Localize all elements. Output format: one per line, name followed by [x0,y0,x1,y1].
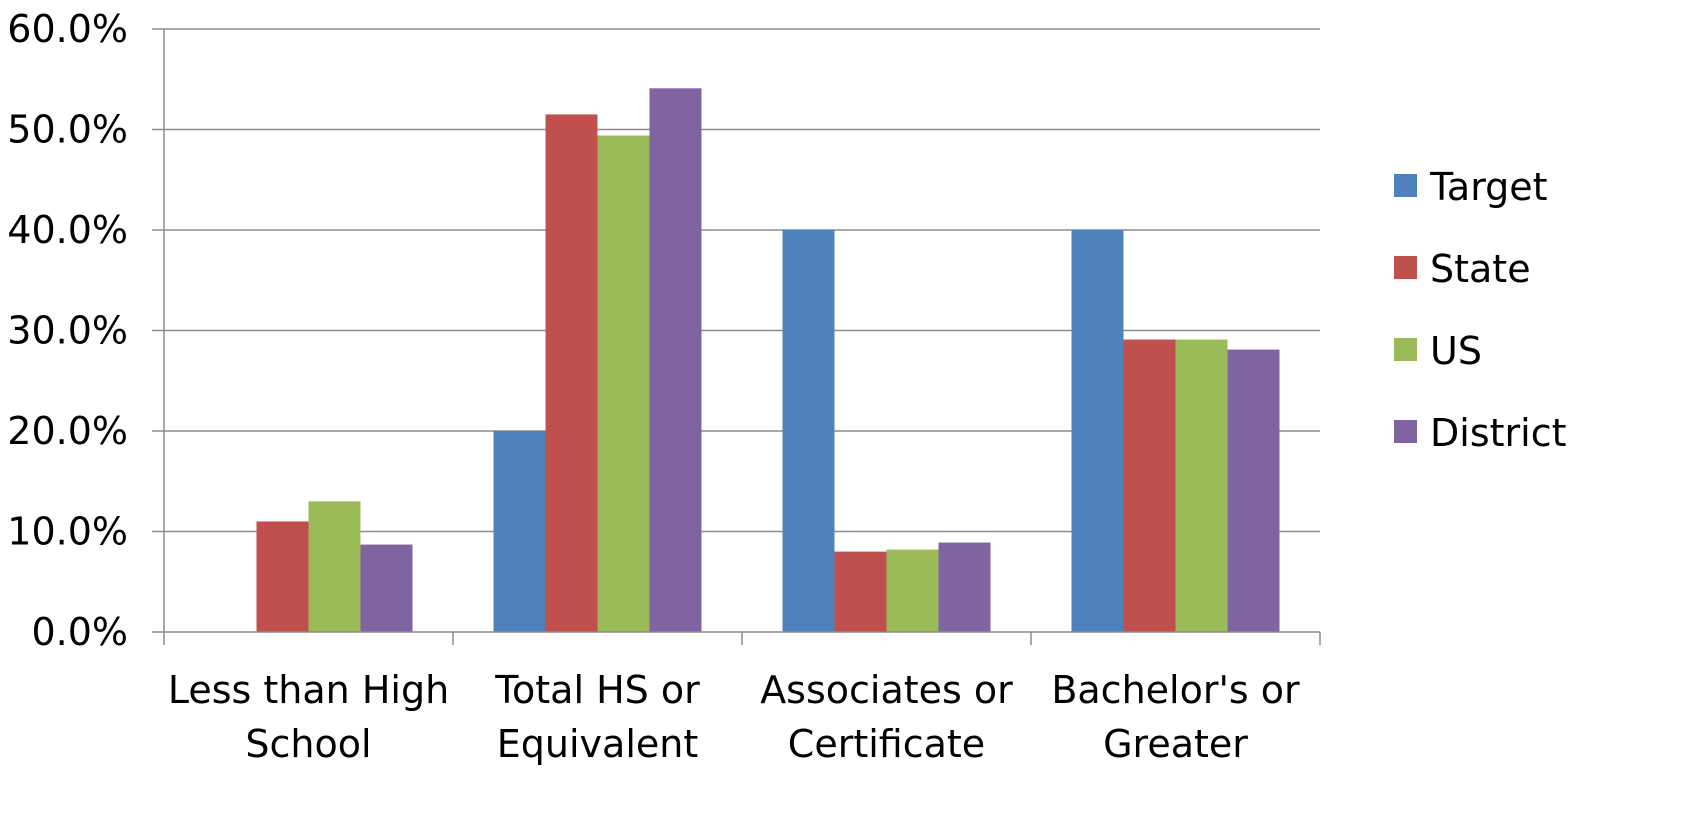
bar-state [1123,339,1176,632]
bar-target [1071,230,1124,632]
bar-district [1227,349,1280,632]
y-tick-label: 10.0% [7,510,128,554]
bar-district [938,542,991,632]
legend-swatch-us [1394,338,1417,361]
x-category-label: Equivalent [497,722,698,766]
x-category-label: Associates or [760,668,1013,712]
x-category-label: Less than High [168,668,449,712]
legend-label-target: Target [1429,165,1548,209]
legend-label-district: District [1430,411,1567,455]
bar-us [597,135,650,632]
legend-label-state: State [1430,247,1531,291]
y-tick-label: 20.0% [7,409,128,453]
bar-district [360,544,413,632]
bar-state [256,521,309,632]
x-category-label: School [245,722,371,766]
legend-swatch-target [1394,174,1417,197]
x-category-label: Certificate [788,722,985,766]
bar-state [545,114,598,633]
legend-swatch-district [1394,420,1417,443]
x-category-label: Greater [1103,722,1248,766]
bar-us [308,501,361,632]
bar-us [1175,339,1228,632]
legend-label-us: US [1430,329,1482,373]
bar-district [649,88,702,633]
bars [256,88,1280,633]
bar-us [886,549,939,632]
legend: Target State US District [1394,165,1567,455]
bar-target [782,230,835,632]
x-axis-category-labels: Less than High School Total HS or Equivalen… [168,668,1300,766]
axes [152,28,1321,645]
y-tick-label: 30.0% [7,309,128,353]
legend-swatch-state [1394,256,1417,279]
y-tick-label: 60.0% [7,7,128,51]
bar-target [493,431,546,632]
y-tick-label: 40.0% [7,208,128,252]
y-tick-label: 50.0% [7,108,128,152]
x-category-label: Total HS or [494,668,700,712]
bar-state [834,551,887,632]
x-category-label: Bachelor's or [1051,668,1300,712]
y-tick-label: 0.0% [31,610,128,654]
y-axis-tick-labels: 0.0% 10.0% 20.0% 30.0% 40.0% 50.0% 60.0% [7,7,128,654]
